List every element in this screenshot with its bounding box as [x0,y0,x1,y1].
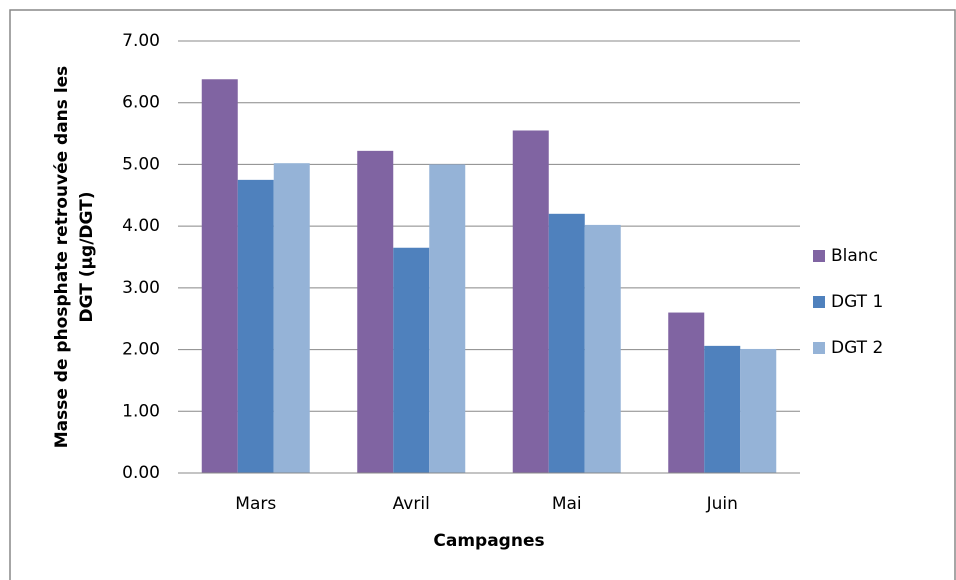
y-tick-label: 4.00 [122,216,160,236]
y-tick-label: 2.00 [122,340,160,360]
bar [237,179,274,473]
y-tick-label: 3.00 [122,278,160,298]
x-tick-label: Juin [706,494,738,514]
legend-label: DGT 2 [831,338,883,358]
y-tick-label: 6.00 [122,93,160,113]
y-axis-title-line: DGT (µg/DGT) [77,191,97,322]
y-tick-label: 0.00 [122,463,160,483]
bar [548,213,585,474]
y-tick-label: 7.00 [122,31,160,51]
y-tick-label: 5.00 [122,154,160,174]
bar [201,79,238,474]
x-axis-title: Campagnes [433,531,544,551]
legend-swatch [813,250,825,262]
bar [273,163,310,474]
bar [584,224,621,473]
legend-label: Blanc [831,246,878,266]
y-tick-label: 1.00 [122,401,160,421]
bar [668,312,705,473]
bar [704,345,741,473]
x-tick-label: Mai [552,494,582,514]
legend-swatch [813,296,825,308]
bar [393,247,430,473]
bar [512,130,549,473]
bar [357,150,394,473]
chart-frame [9,9,956,580]
y-axis-title: Masse de phosphate retrouvée dans les DG… [52,66,97,449]
legend-label: DGT 1 [831,292,883,312]
x-tick-label: Mars [235,494,276,514]
y-axis-title-line: Masse de phosphate retrouvée dans les [52,66,72,449]
bar [429,164,466,473]
x-tick-label: Avril [393,494,430,514]
bar [740,348,777,473]
legend-swatch [813,342,825,354]
